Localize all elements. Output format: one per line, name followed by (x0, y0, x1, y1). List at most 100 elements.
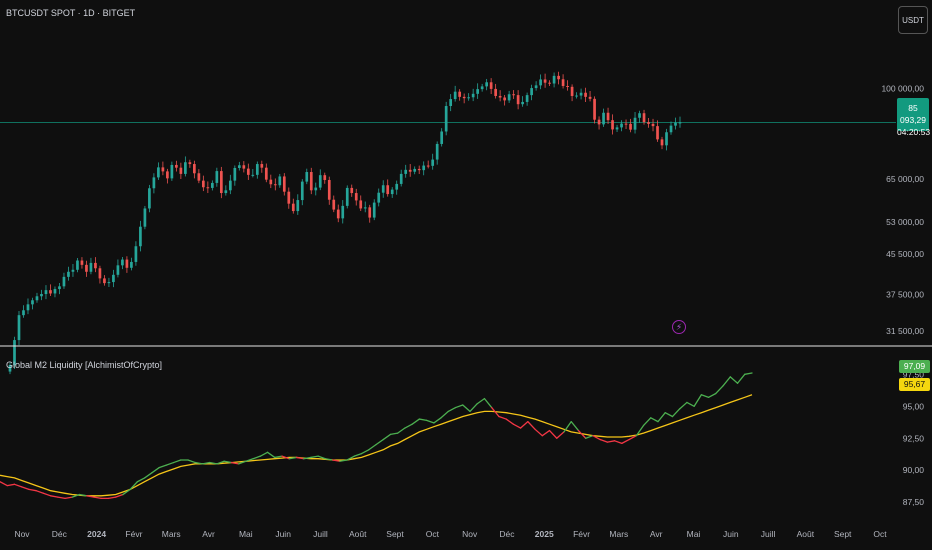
m2-segment (642, 417, 652, 427)
candle (134, 241, 138, 266)
time-axis-tick: Févr (125, 529, 142, 539)
candle (507, 90, 511, 103)
candle (305, 168, 309, 185)
m2-segment (498, 415, 507, 420)
time-axis-tick: Nov (14, 529, 30, 539)
m2-segment (42, 492, 52, 497)
candle (647, 117, 650, 128)
candle (674, 117, 677, 130)
candle (13, 336, 16, 369)
m2-segment (151, 467, 160, 474)
m2-segment (570, 420, 580, 432)
current-price-tag: 85 093,29 04:20:53 (897, 98, 930, 137)
candle (525, 92, 529, 106)
candle (76, 258, 79, 273)
candle (282, 173, 286, 196)
time-axis-tick: Août (349, 529, 367, 539)
candle (264, 163, 268, 183)
lightning-icon[interactable]: ⚡ (672, 320, 686, 334)
m2-segment (700, 394, 710, 398)
m2-segment (252, 455, 261, 460)
candle (611, 114, 614, 135)
m2-segment (346, 455, 355, 461)
candle (107, 277, 111, 287)
m2-segment (122, 488, 131, 496)
candle (98, 265, 102, 284)
candle (431, 153, 435, 170)
price-axis-tick: 53 000,00 (886, 217, 924, 227)
m2-segment (715, 385, 724, 395)
candle (462, 93, 466, 104)
m2-axis-tick: 90,00 (903, 465, 925, 475)
candle (566, 80, 569, 91)
m2-segment (165, 461, 175, 466)
m2-segment (303, 456, 312, 460)
m2-segment (454, 404, 464, 409)
m2-segment (440, 410, 449, 419)
m2-segment (425, 419, 435, 424)
candle (152, 173, 156, 194)
candle (548, 80, 551, 87)
candle (161, 161, 165, 176)
candle (184, 156, 187, 177)
m2-segment (259, 451, 269, 457)
candle (35, 292, 39, 303)
indicator-title[interactable]: Global M2 Liquidity [AlchimistOfCrypto] (6, 360, 163, 370)
candle (381, 180, 385, 198)
time-axis-tick: 2025 (535, 529, 554, 539)
time-axis-tick: Sept (386, 529, 404, 539)
m2-segment (353, 452, 363, 457)
price-axis-tick: 31 500,00 (886, 326, 924, 336)
candle (570, 84, 574, 102)
candle (588, 91, 592, 102)
m2-segment (563, 420, 572, 433)
candle (368, 204, 372, 223)
m2-segment (35, 490, 45, 494)
price-axis-tick: 37 500,00 (886, 290, 924, 300)
m2-segment (519, 420, 529, 429)
candle (377, 188, 381, 207)
time-axis-tick: Nov (462, 529, 478, 539)
m2-segment (136, 477, 146, 483)
time-axis-tick: Mai (687, 529, 701, 539)
candle (408, 164, 412, 177)
m2-segment (707, 392, 717, 398)
time-axis-tick: Juin (723, 529, 739, 539)
candle (85, 260, 88, 277)
candle (395, 180, 399, 195)
m2-segment (194, 461, 204, 465)
candle (215, 167, 219, 187)
time-axis-tick: Déc (52, 529, 68, 539)
m2-segment (245, 458, 254, 462)
candle (332, 195, 336, 213)
m2-segment (172, 459, 182, 464)
candle (193, 160, 196, 179)
m2-segment (671, 408, 681, 418)
candle (80, 257, 84, 269)
candle (246, 163, 250, 180)
m2-segment (209, 461, 218, 465)
candle (197, 169, 201, 184)
candle (372, 199, 376, 221)
m2-segment (223, 460, 233, 464)
m2-value-tag: 97,09 (899, 360, 930, 373)
candle (341, 200, 345, 224)
m2-segment (469, 403, 478, 413)
time-axis-tick: Juill (761, 529, 776, 539)
candle (399, 169, 403, 187)
candle (413, 166, 417, 175)
currency-button[interactable]: USDT (898, 6, 928, 34)
candle (476, 83, 479, 99)
candle (422, 161, 426, 176)
time-axis-tick: Août (797, 529, 815, 539)
time-axis-tick: Févr (573, 529, 590, 539)
symbol-title[interactable]: BTCUSDT SPOT · 1D · BITGET (6, 8, 136, 18)
m2-segment (693, 394, 703, 407)
candle (503, 95, 506, 106)
candle (130, 257, 133, 271)
m2-segment (21, 486, 30, 491)
m2-segment (621, 438, 630, 445)
candle (359, 195, 363, 211)
time-axis-tick: Avr (202, 529, 215, 539)
